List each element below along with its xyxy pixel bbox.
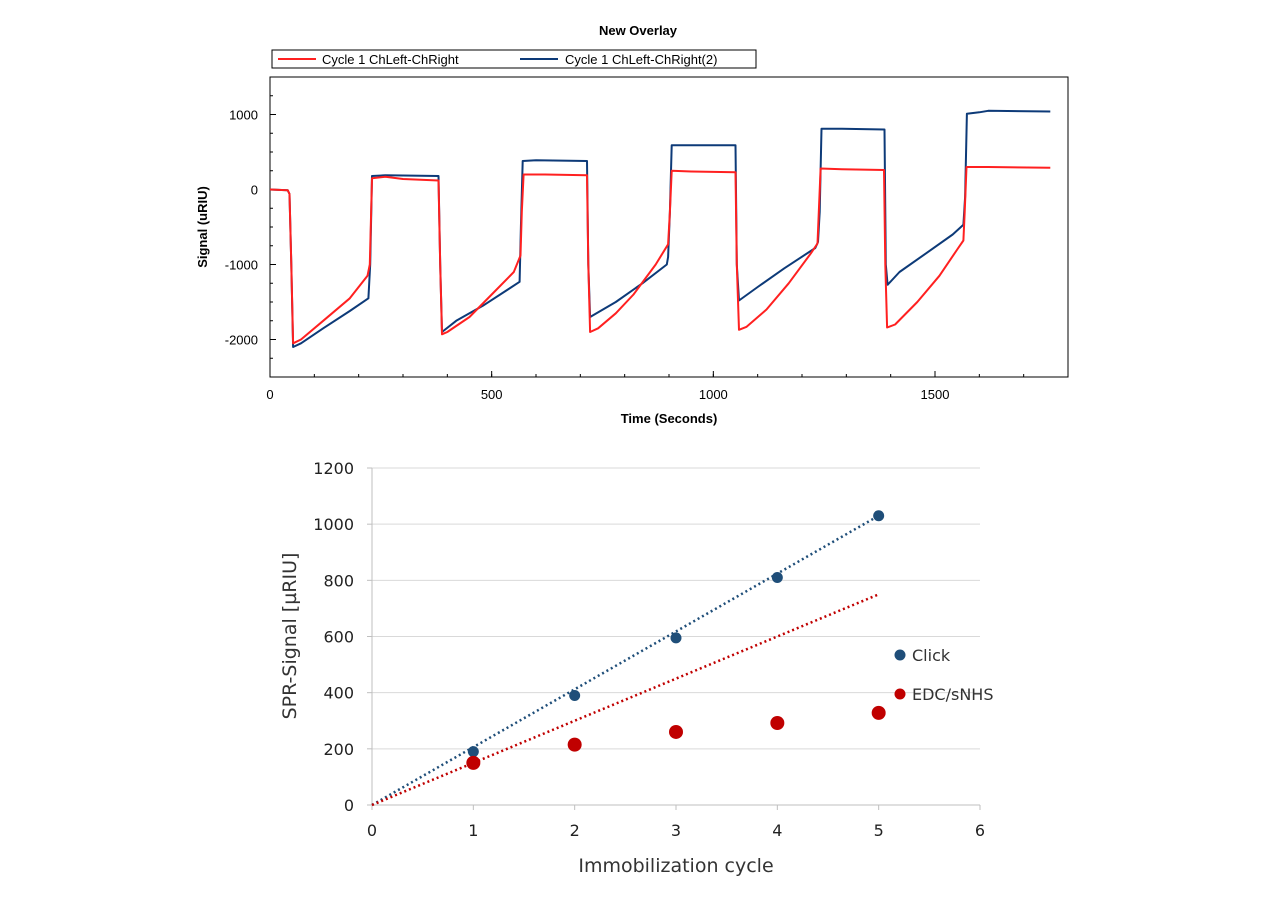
y-tick-label: 1000	[313, 515, 354, 534]
overlay-chart: New Overlay Cycle 1 ChLeft-ChRight Cycle…	[195, 23, 1069, 426]
data-point-2	[770, 715, 785, 730]
x-axis: 0 1 2 3 4 5 6	[367, 805, 985, 840]
legend-label-series-2: Cycle 1 ChLeft-ChRight(2)	[565, 52, 717, 67]
y-tick-label: -1000	[225, 258, 258, 273]
x-tick-label: 5	[874, 821, 884, 840]
x-tick-label: 0	[367, 821, 377, 840]
data-point-2	[669, 724, 683, 739]
data-point-2	[567, 737, 582, 752]
y-axis: 1000 0 -1000 -2000	[225, 76, 276, 378]
x-tick-label: 1000	[699, 387, 728, 402]
x-tick-label: 500	[481, 387, 503, 402]
y-tick-label: 200	[323, 740, 354, 759]
trendline-2	[371, 593, 880, 807]
legend-marker-click	[894, 649, 906, 661]
series-line-2	[269, 109, 1051, 348]
chart-title: New Overlay	[599, 23, 678, 38]
x-axis: 0 500 1000 1500	[266, 371, 1069, 402]
x-tick-label: 4	[772, 821, 782, 840]
y-tick-label: 0	[251, 183, 258, 198]
data-point-1	[569, 689, 581, 701]
x-tick-label: 2	[570, 821, 580, 840]
y-axis-label: Signal (uRIU)	[195, 186, 210, 268]
legend-label-series-1: Cycle 1 ChLeft-ChRight	[322, 52, 459, 67]
legend-box	[271, 49, 757, 69]
x-tick-label: 1	[468, 821, 478, 840]
x-tick-label: 1500	[921, 387, 950, 402]
y-tick-label: 1000	[229, 108, 258, 123]
legend-marker-edc	[894, 688, 906, 700]
series-layer	[269, 109, 1051, 348]
gridlines	[372, 467, 980, 750]
data-point-1	[771, 572, 783, 584]
legend-label-click: Click	[912, 646, 951, 665]
data-point-2	[871, 705, 886, 720]
trendline-1	[371, 514, 880, 807]
trendline-layer	[371, 514, 880, 807]
y-tick-label: 800	[323, 571, 354, 590]
points-layer	[466, 510, 886, 770]
x-tick-label: 3	[671, 821, 681, 840]
y-axis: 0 200 400 600 800 1000 1200	[313, 459, 372, 815]
immobilization-chart: 0 200 400 600 800 1000 1200 0 1 2 3 4 5 6 Click EDC/…	[279, 459, 993, 877]
y-tick-label: 600	[323, 628, 354, 647]
y-tick-label: 0	[344, 796, 354, 815]
y-tick-label: 1200	[313, 459, 354, 478]
legend: Click EDC/sNHS	[894, 646, 993, 704]
x-tick-label: 6	[975, 821, 985, 840]
series-line-1	[269, 166, 1051, 345]
data-point-2	[466, 755, 481, 770]
data-point-1	[873, 510, 885, 522]
data-point-1	[670, 632, 682, 644]
legend-label-edc: EDC/sNHS	[912, 685, 993, 704]
y-tick-label: -2000	[225, 333, 258, 348]
y-axis-label: SPR-Signal [µRIU]	[279, 553, 301, 720]
data-point-1	[467, 746, 479, 758]
x-tick-label: 0	[266, 387, 273, 402]
x-axis-label: Immobilization cycle	[578, 855, 773, 877]
legend: Cycle 1 ChLeft-ChRight Cycle 1 ChLeft-Ch…	[271, 49, 757, 69]
y-tick-label: 400	[323, 684, 354, 703]
x-axis-label: Time (Seconds)	[621, 411, 718, 426]
